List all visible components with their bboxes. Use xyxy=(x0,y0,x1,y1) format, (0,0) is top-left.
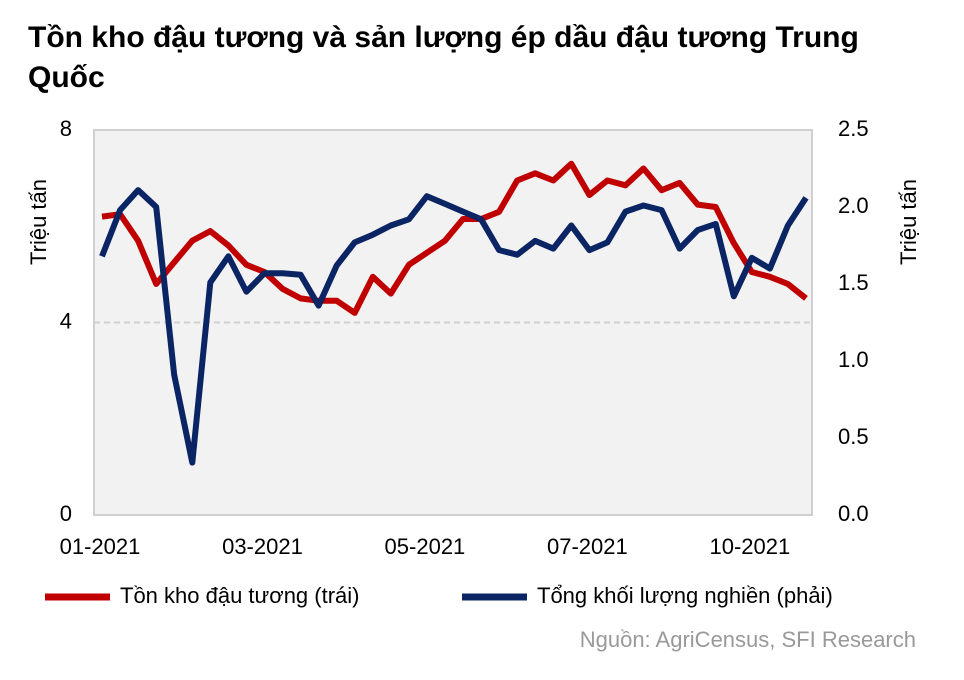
y2-tick-label: 0.0 xyxy=(838,501,869,526)
x-tick-label: 01-2021 xyxy=(60,534,141,559)
legend-label: Tổng khối lượng nghiền (phải) xyxy=(537,583,833,608)
y-tick-label: 8 xyxy=(60,116,72,141)
y-tick-label: 0 xyxy=(60,501,72,526)
y2-tick-label: 0.5 xyxy=(838,424,869,449)
series-line xyxy=(99,187,809,466)
x-tick-label: 10-2021 xyxy=(709,534,790,559)
y-tick-label: 4 xyxy=(60,308,72,333)
legend-label: Tồn kho đậu tương (trái) xyxy=(120,583,360,608)
chart-title: Tồn kho đậu tương và sản lượng ép dầu đậ… xyxy=(28,21,859,94)
x-tick-label: 07-2021 xyxy=(547,534,628,559)
y2-tick-label: 2.0 xyxy=(838,193,869,218)
y2-tick-label: 1.0 xyxy=(838,347,869,372)
y2-tick-label: 1.5 xyxy=(838,270,869,295)
y-axis-label: Triệu tấn xyxy=(26,179,51,265)
x-tick-label: 05-2021 xyxy=(385,534,466,559)
source: Nguồn: AgriCensus, SFI Research xyxy=(580,627,916,652)
y2-tick-label: 2.5 xyxy=(838,116,869,141)
series-line xyxy=(101,160,808,316)
y2-axis-label: Triệu tấn xyxy=(896,179,921,265)
x-tick-label: 03-2021 xyxy=(222,534,303,559)
